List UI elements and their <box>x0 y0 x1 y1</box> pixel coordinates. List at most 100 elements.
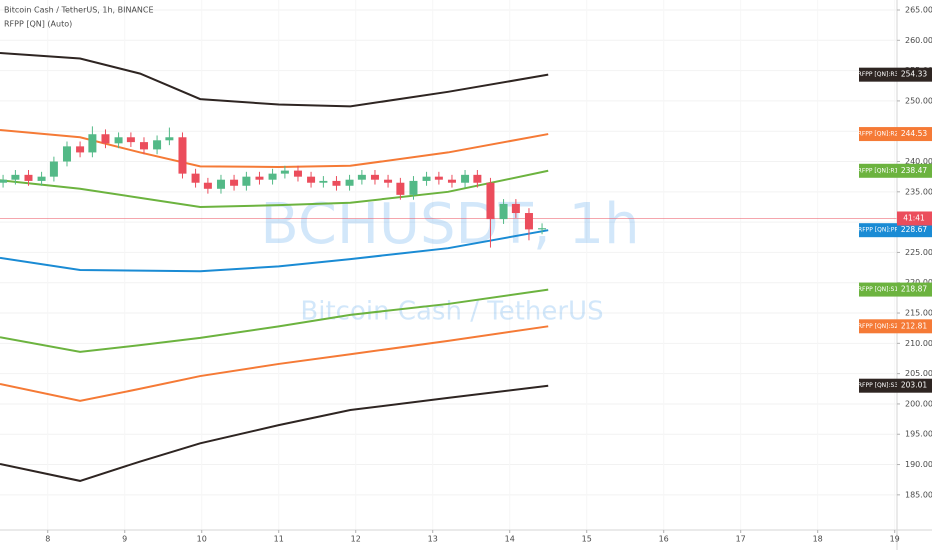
level-name: RFPP [QN]:S1 <box>858 286 898 293</box>
candle-body <box>139 142 148 150</box>
candle-body <box>396 182 405 195</box>
candle-body <box>332 180 341 186</box>
y-tick-label: 265.00 <box>905 6 932 15</box>
candle-body <box>24 174 33 181</box>
candle-body <box>216 179 225 189</box>
candle-body <box>422 176 431 181</box>
y-tick-label: 240.00 <box>905 157 932 166</box>
level-value-box <box>897 163 932 178</box>
level-value: 238.47 <box>901 166 927 175</box>
candle-body <box>203 182 212 189</box>
candle-body <box>499 203 508 220</box>
pivot-line <box>0 169 549 208</box>
level-value-box <box>897 127 932 142</box>
level-value: 218.87 <box>901 285 927 294</box>
candle-body <box>319 180 328 183</box>
candle-body <box>486 182 495 220</box>
y-tick-label: 250.00 <box>905 96 932 105</box>
candle-body <box>280 170 289 174</box>
watermark-subtitle: Bitcoin Cash / TetherUS <box>300 297 603 327</box>
candle-body <box>165 137 174 141</box>
candle-body <box>114 137 123 144</box>
y-tick-label: 200.00 <box>905 399 932 408</box>
level-value-box <box>897 319 932 334</box>
level-name-box <box>859 163 897 178</box>
countdown-box <box>897 211 932 226</box>
x-tick-label: 10 <box>197 535 207 544</box>
pivot-line <box>0 325 549 402</box>
candle-body <box>293 170 302 177</box>
grid <box>0 9 897 496</box>
level-name: RFPP [QN]:R3 <box>858 71 899 78</box>
candle-body <box>370 174 379 180</box>
candle-body <box>76 146 85 153</box>
candle-body <box>191 173 200 183</box>
x-tick-label: 11 <box>274 535 284 544</box>
candle-body <box>434 176 443 180</box>
y-tick-label: 260.00 <box>905 36 932 45</box>
candle-body <box>11 174 20 180</box>
level-value: 228.67 <box>901 225 927 234</box>
pivot-line <box>0 384 549 482</box>
indicator-name: RFPP [QN] (Auto) <box>4 20 72 29</box>
level-name-box <box>859 223 897 238</box>
x-tick-label: 13 <box>428 535 438 544</box>
candle-body <box>538 228 547 230</box>
chart-title: Bitcoin Cash / TetherUS, 1h, BINANCE <box>4 6 154 15</box>
candle-body <box>345 179 354 186</box>
x-tick-label: 12 <box>351 535 361 544</box>
level-value: 212.81 <box>901 321 927 330</box>
x-tick-label: 19 <box>890 535 900 544</box>
pivot-line <box>0 52 549 108</box>
x-tick-label: 8 <box>45 535 50 544</box>
y-tick-label: 195.00 <box>905 430 932 439</box>
pivot-line <box>0 229 549 273</box>
candle-body <box>88 134 97 153</box>
level-name: RFPP [QN]:S3 <box>858 382 898 389</box>
y-tick-label: 215.00 <box>905 309 932 318</box>
candle-body <box>255 176 264 180</box>
candle-body <box>461 174 470 183</box>
candle-body <box>268 173 277 180</box>
x-tick-label: 17 <box>736 535 746 544</box>
y-tick-label: 205.00 <box>905 369 932 378</box>
candle-body <box>62 146 71 162</box>
candle-body <box>242 176 251 186</box>
candle-body <box>178 137 187 174</box>
level-value-box <box>897 67 932 82</box>
y-tick-label: 225.00 <box>905 248 932 257</box>
y-tick-label: 235.00 <box>905 187 932 196</box>
level-name-box <box>859 127 897 142</box>
level-value-box <box>897 223 932 238</box>
candle-body <box>101 134 110 144</box>
candle-body <box>357 174 366 180</box>
level-name-box <box>859 282 897 297</box>
axes: 185.00 190.00 195.00 200.00 205.00 210.00 215.… <box>45 6 932 544</box>
candle-body <box>409 180 418 195</box>
candle-body <box>447 179 456 183</box>
y-tick-label: 190.00 <box>905 460 932 469</box>
x-tick-label: 15 <box>582 535 592 544</box>
x-tick-label: 14 <box>505 535 515 544</box>
level-value-box <box>897 378 932 393</box>
candle-body <box>0 179 8 183</box>
candle-body <box>307 176 316 183</box>
level-value: 244.53 <box>901 129 927 138</box>
countdown: 41:41 <box>903 213 925 222</box>
level-value-box <box>897 282 932 297</box>
candle-body <box>473 174 482 183</box>
candle-body <box>511 203 520 214</box>
level-name: RFPP [QN]:R1 <box>858 167 899 174</box>
level-name: RFPP [QN]:S2 <box>858 323 898 330</box>
plot <box>0 52 897 482</box>
level-value: 254.33 <box>901 70 927 79</box>
level-name-box <box>859 378 897 393</box>
candle-body <box>37 176 46 181</box>
candle-body <box>126 137 135 143</box>
x-tick-label: 9 <box>122 535 127 544</box>
candle-body <box>49 161 58 177</box>
candle-body <box>384 179 393 183</box>
level-name: RFPP [QN]:R2 <box>858 131 899 138</box>
